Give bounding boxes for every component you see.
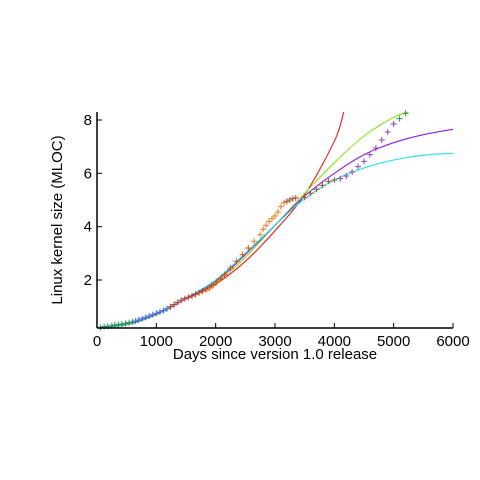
data-point xyxy=(181,295,188,302)
data-point xyxy=(111,322,118,329)
data-markers xyxy=(97,110,409,331)
data-point xyxy=(217,275,224,282)
fit-lines xyxy=(96,111,454,329)
data-point xyxy=(361,158,367,165)
data-point xyxy=(292,194,299,201)
data-point xyxy=(122,320,129,327)
y-tick-label: 8 xyxy=(84,112,92,129)
data-point xyxy=(251,238,258,245)
x-tick-label: 0 xyxy=(93,333,101,350)
data-point xyxy=(221,271,228,278)
x-tick-label: 3000 xyxy=(258,333,291,350)
data-point xyxy=(227,265,234,271)
data-point xyxy=(199,288,206,295)
data-point xyxy=(257,231,264,238)
data-point xyxy=(390,121,397,127)
data-point xyxy=(203,286,210,293)
data-point xyxy=(325,178,332,185)
data-point xyxy=(185,294,192,301)
data-point xyxy=(160,307,167,314)
data-point xyxy=(188,293,195,299)
data-point xyxy=(331,177,338,183)
data-point xyxy=(301,194,308,201)
data-point xyxy=(355,163,362,170)
data-point xyxy=(153,310,160,317)
data-point xyxy=(266,218,273,225)
data-point xyxy=(178,297,185,304)
data-point xyxy=(192,291,199,298)
y-tick-label: 6 xyxy=(84,165,92,182)
data-point xyxy=(277,203,284,210)
data-point xyxy=(149,311,156,318)
data-point xyxy=(118,321,125,327)
data-point xyxy=(171,301,178,308)
x-tick-label: 4000 xyxy=(318,333,351,350)
data-point xyxy=(263,222,270,229)
data-point xyxy=(210,282,217,289)
data-point xyxy=(142,314,149,321)
data-point xyxy=(269,215,276,222)
data-point xyxy=(349,169,356,175)
x-tick-label: 5000 xyxy=(377,333,410,350)
data-point xyxy=(156,309,163,315)
x-ticks: 0 1000 2000 3000 4000 5000 6000 xyxy=(93,323,470,350)
y-tick-label: 2 xyxy=(84,272,92,289)
data-point xyxy=(283,198,290,205)
data-point xyxy=(384,129,391,135)
data-point xyxy=(174,299,181,306)
data-point xyxy=(135,317,142,323)
data-point xyxy=(164,305,171,312)
data-point xyxy=(129,318,136,325)
data-point xyxy=(343,173,350,179)
data-point xyxy=(272,213,278,219)
data-point xyxy=(274,209,281,215)
data-point xyxy=(366,151,373,158)
axes: 0 1000 2000 3000 4000 5000 6000 2 4 6 8 xyxy=(84,112,470,350)
data-point xyxy=(206,285,213,291)
data-point xyxy=(402,110,409,117)
fit-line-4 xyxy=(96,152,454,329)
data-point xyxy=(233,258,240,265)
data-point xyxy=(372,145,379,151)
x-tick-label: 6000 xyxy=(436,333,469,350)
y-tick-label: 4 xyxy=(84,219,92,236)
data-point xyxy=(132,318,139,325)
data-point xyxy=(101,323,108,330)
data-point xyxy=(196,289,203,296)
data-point xyxy=(260,226,267,233)
data-point xyxy=(139,315,146,322)
y-axis-label: Linux kernel size (MLOC) xyxy=(49,135,66,304)
y-ticks: 2 4 6 8 xyxy=(84,112,102,289)
fit-line-2 xyxy=(96,111,409,329)
data-point xyxy=(213,279,220,286)
data-point xyxy=(396,115,403,122)
data-point xyxy=(313,186,320,193)
data-point xyxy=(115,321,122,328)
data-point xyxy=(126,319,133,326)
fit-line-1 xyxy=(96,111,345,329)
x-tick-label: 2000 xyxy=(199,333,232,350)
data-point xyxy=(167,303,174,310)
data-point xyxy=(245,245,252,251)
data-point xyxy=(280,199,287,206)
x-tick-label: 1000 xyxy=(140,333,173,350)
data-point xyxy=(307,190,314,197)
data-point xyxy=(146,313,153,319)
plot-area xyxy=(96,110,454,331)
data-point xyxy=(337,175,344,182)
data-point xyxy=(319,182,326,189)
data-point xyxy=(289,195,296,202)
x-axis-label: Days since version 1.0 release xyxy=(173,346,377,363)
data-point xyxy=(378,137,385,143)
data-point xyxy=(286,197,293,203)
data-point xyxy=(239,251,246,258)
